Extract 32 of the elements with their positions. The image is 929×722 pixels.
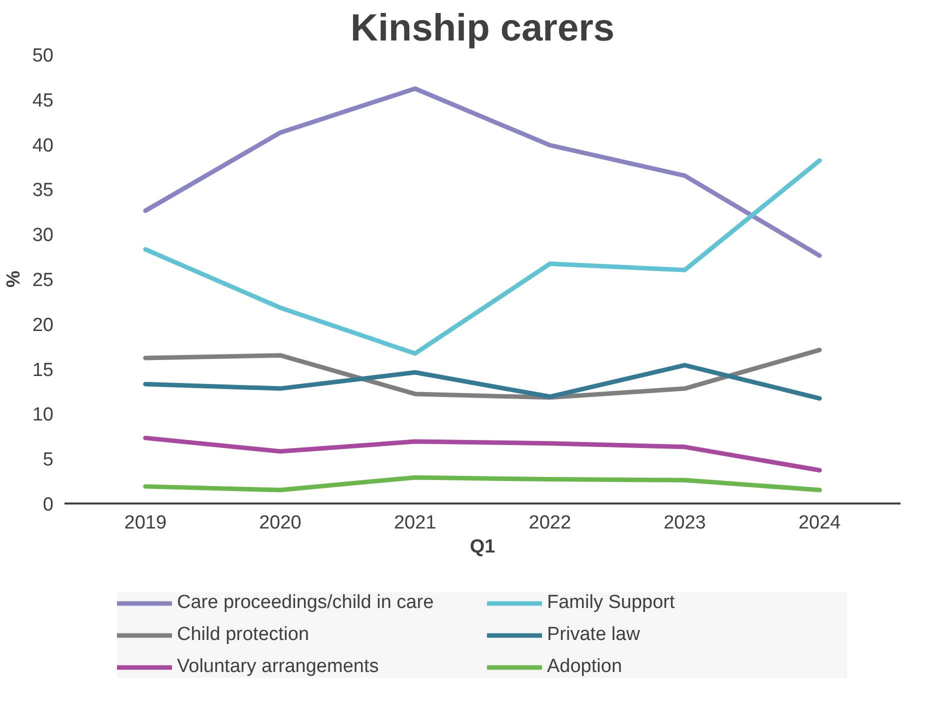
y-tick-label: 45 [32, 90, 54, 112]
y-tick-label: 15 [32, 360, 54, 381]
line-series [143, 362, 822, 401]
y-tick-label: 30 [32, 225, 54, 246]
y-tick-label: 50 [32, 46, 54, 66]
line-series [143, 158, 822, 356]
line-series [143, 475, 822, 492]
legend-label: Child protection [177, 624, 310, 646]
y-tick-label: 10 [32, 404, 54, 426]
chart-title: Kinship carers [350, 8, 614, 50]
y-tick-label: 40 [32, 135, 54, 156]
legend-label: Private law [547, 624, 641, 646]
x-tick-label: 2022 [528, 512, 572, 534]
y-axis-title: % [3, 270, 24, 288]
y-tick-label: 20 [32, 314, 54, 336]
legend-label: Family Support [547, 592, 676, 614]
x-tick-label: 2019 [124, 512, 167, 534]
line-series [143, 86, 822, 258]
x-tick-label: 2024 [798, 512, 842, 534]
legend-label: Care proceedings/child in care [177, 592, 435, 614]
line-series [143, 436, 822, 473]
y-tick-label: 35 [32, 180, 54, 202]
y-tick-label: 0 [42, 494, 54, 516]
line-series [143, 348, 822, 400]
x-tick-label: 2023 [664, 512, 706, 534]
y-tick-label: 25 [32, 270, 54, 291]
legend-label: Adoption [547, 656, 624, 678]
x-tick-label: 2021 [394, 512, 436, 534]
legend-label: Voluntary arrangements [177, 656, 380, 678]
x-axis-title: Q1 [470, 536, 496, 558]
x-tick-label: 2020 [259, 512, 302, 534]
y-tick-label: 5 [42, 450, 54, 471]
